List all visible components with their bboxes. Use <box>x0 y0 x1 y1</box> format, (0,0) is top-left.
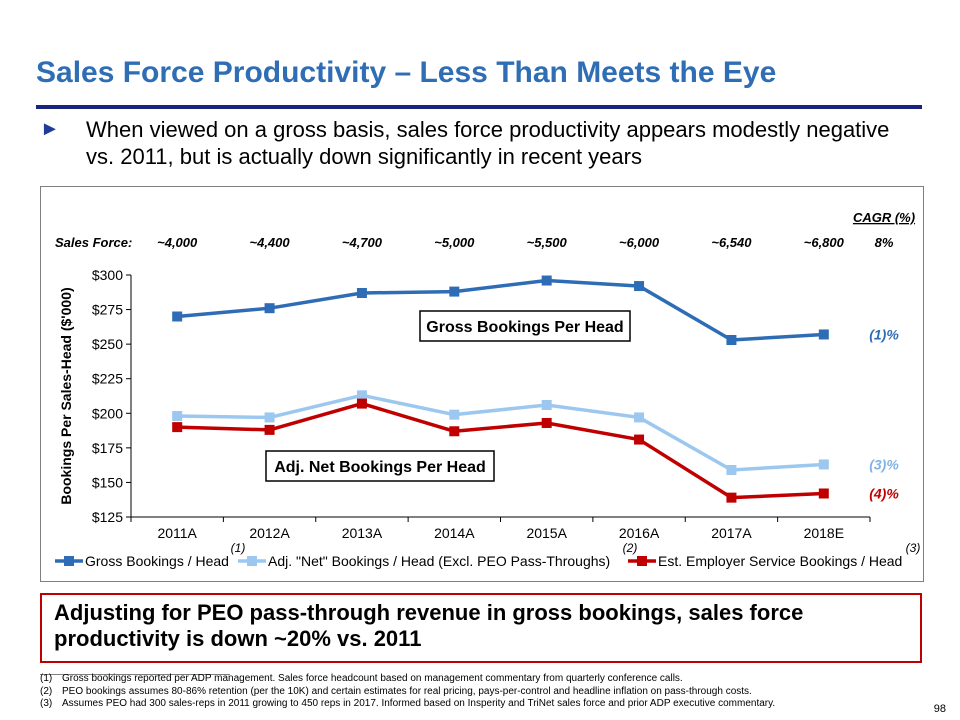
data-point <box>818 329 829 340</box>
data-point <box>634 434 645 445</box>
footnote-divider <box>40 674 230 675</box>
x-tick-label: 2012A <box>249 525 290 541</box>
slide-title: Sales Force Productivity – Less Than Mee… <box>36 56 777 89</box>
footnotes: (1) Gross bookings reported per ADP manag… <box>40 673 880 711</box>
footnote-3: (3) Assumes PEO had 300 sales-reps in 201… <box>40 698 880 711</box>
data-point <box>264 303 275 314</box>
sales-force-label: Sales Force: <box>55 235 132 250</box>
annotation-box <box>265 450 495 482</box>
legend-label: Adj. "Net" Bookings / Head (Excl. PEO Pa… <box>268 553 610 569</box>
legend-footnote-mark: (3) <box>906 541 921 555</box>
data-point <box>356 398 367 409</box>
y-axis-title: Bookings Per Sales-Head ($'000) <box>58 287 74 504</box>
legend-label: Est. Employer Service Bookings / Head <box>658 553 902 569</box>
legend-marker <box>64 556 74 566</box>
annotation-box <box>419 310 631 342</box>
data-point <box>172 411 183 422</box>
y-tick-label: $200 <box>92 405 123 421</box>
legend-footnote-mark: (2) <box>623 541 638 555</box>
footnote-mark: (3) <box>40 698 53 709</box>
bullet-point: ► When viewed on a gross basis, sales fo… <box>40 116 920 170</box>
bullet-text: When viewed on a gross basis, sales forc… <box>86 117 890 169</box>
data-point <box>356 390 367 401</box>
data-point <box>541 417 552 428</box>
data-point <box>818 488 829 499</box>
legend-marker <box>637 556 647 566</box>
y-tick-label: $300 <box>92 267 123 283</box>
series-line-3 <box>177 401 824 500</box>
footnote-text: PEO bookings assumes 80-86% retention (p… <box>62 685 752 697</box>
data-point <box>449 426 460 437</box>
sales-force-value: ~5,500 <box>527 235 568 250</box>
annotation-label: Adj. Net Bookings Per Head <box>274 459 486 476</box>
data-point <box>172 311 183 322</box>
data-point <box>634 281 645 292</box>
data-point <box>264 412 275 423</box>
y-tick-label: $275 <box>92 302 123 318</box>
data-point <box>818 459 829 470</box>
y-tick-label: $150 <box>92 474 123 490</box>
series-cagr-label: (4)% <box>869 485 899 501</box>
data-point <box>264 424 275 435</box>
footnote-2: (2) PEO bookings assumes 80-86% retention… <box>40 686 880 699</box>
series-line-1 <box>177 278 824 342</box>
x-tick-label: 2015A <box>526 525 567 541</box>
y-tick-label: $250 <box>92 336 123 352</box>
footnote-1: (1) Gross bookings reported per ADP manag… <box>40 673 880 686</box>
series-cagr-label: (3)% <box>869 456 899 472</box>
legend-marker <box>247 556 257 566</box>
x-tick-label: 2013A <box>342 525 383 541</box>
legend-label: Gross Bookings / Head <box>85 553 229 569</box>
bullet-arrow-icon: ► <box>40 118 60 140</box>
data-point <box>541 399 552 410</box>
x-tick-label: 2018E <box>804 525 844 541</box>
data-point <box>634 412 645 423</box>
footnote-mark: (1) <box>40 673 53 684</box>
callout-box: Adjusting for PEO pass-through revenue i… <box>40 593 922 663</box>
data-point <box>356 287 367 298</box>
data-point <box>172 422 183 433</box>
x-tick-label: 2011A <box>157 525 197 541</box>
sales-force-value: ~6,000 <box>619 235 660 250</box>
title-underline <box>36 105 922 109</box>
data-point <box>726 492 737 503</box>
data-point <box>726 464 737 475</box>
sales-force-value: ~6,540 <box>711 235 752 250</box>
legend-footnote-mark: (1) <box>231 541 246 555</box>
y-tick-label: $125 <box>92 509 123 525</box>
x-tick-label: 2014A <box>434 525 475 541</box>
chart-frame <box>40 186 924 582</box>
footnote-mark: (2) <box>40 685 53 697</box>
sales-force-cagr: 8% <box>875 235 894 250</box>
cagr-header: CAGR (%) <box>853 210 915 225</box>
footnote-text: Assumes PEO had 300 sales-reps in 2011 g… <box>62 698 776 709</box>
series-cagr-label: (1)% <box>869 326 899 342</box>
sales-force-value: ~5,000 <box>434 235 475 250</box>
y-tick-label: $175 <box>92 440 123 456</box>
data-point <box>449 286 460 297</box>
sales-force-value: ~4,000 <box>157 235 198 250</box>
x-tick-label: 2017A <box>711 525 752 541</box>
data-point <box>449 409 460 420</box>
x-tick-label: 2016A <box>619 525 660 541</box>
sales-force-value: ~4,700 <box>342 235 383 250</box>
footnote-text: Gross bookings reported per ADP manageme… <box>62 673 683 684</box>
y-tick-label: $225 <box>92 371 123 387</box>
sales-force-value: ~6,800 <box>804 235 845 250</box>
data-point <box>541 275 552 286</box>
series-line-2 <box>177 393 824 472</box>
sales-force-value: ~4,400 <box>250 235 291 250</box>
data-point <box>726 334 737 345</box>
callout-text: Adjusting for PEO pass-through revenue i… <box>54 600 804 651</box>
page-number: 98 <box>933 703 946 715</box>
annotation-label: Gross Bookings Per Head <box>426 319 623 336</box>
